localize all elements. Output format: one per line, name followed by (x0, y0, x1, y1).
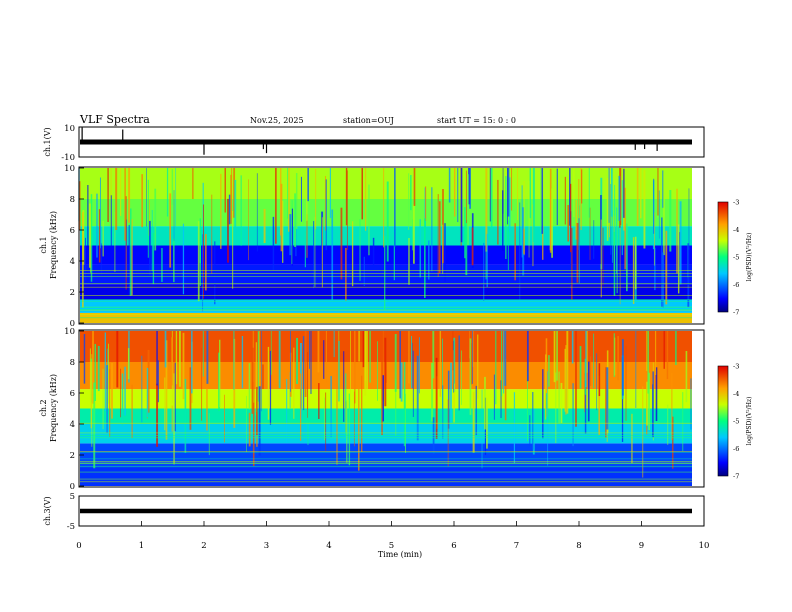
ch1-yticks: 0 2 4 6 8 10 (64, 164, 84, 329)
ch1-waveform-ylabel: ch.1(V) (43, 127, 52, 156)
ch2-ytick-label: 4 (70, 420, 75, 430)
ch2-colorbar-ticks: -3 -4 -5 -6 -7 (733, 363, 739, 481)
ch2-colorbar-gradient (717, 365, 729, 477)
time-axis-tick-label: 10 (699, 541, 710, 551)
header-station: station=OUJ (343, 116, 394, 125)
ch2-ytick-label: 2 (70, 451, 75, 461)
ch2-ytick-label: 0 (70, 482, 75, 492)
time-axis-tick-label: 7 (514, 541, 519, 551)
ch2-colorbar-tick-label: -3 (733, 363, 739, 371)
ch2-band (80, 466, 692, 486)
ch1-colorbar-gradient (717, 201, 729, 313)
ch1-colorbar-tick-label: -7 (733, 309, 739, 317)
ch1-colorbar-tick-label: -4 (733, 226, 739, 234)
ch2-spectrogram-ylabel-frequency: Frequency (kHz) (49, 374, 58, 442)
ch3-waveform-ylabel: ch.3(V) (43, 496, 52, 525)
ch1-ytick-bottom: -10 (61, 153, 75, 163)
ch2-spectrogram-ylabel-channel: ch.2 (39, 399, 48, 416)
header-date: Nov.25, 2025 (250, 116, 304, 125)
ch3-ytick-bottom: -5 (67, 522, 75, 532)
ch2-band (80, 408, 692, 424)
figure-title: VLF Spectra (79, 113, 150, 126)
time-axis-tick-label: 5 (389, 541, 394, 551)
ch1-colorbar-tick-label: -6 (733, 281, 739, 289)
ch2-yticks: 0 2 4 6 8 10 (64, 327, 84, 492)
ch3-ytick-top: 5 (70, 492, 75, 502)
ch2-time-streaks (80, 331, 692, 483)
ch1-colorbar-label: log(PSD)(V²/Hz) (746, 233, 753, 282)
ch1-ytick-label: 4 (70, 257, 75, 267)
ch2-ytick-label: 6 (70, 389, 75, 399)
ch1-ytick-top: 10 (64, 124, 75, 134)
ch3-waveform-panel: 5 -5 ch.3(V) (43, 492, 705, 532)
ch1-colorbar-tick-label: -5 (733, 254, 739, 262)
ch1-ytick-label: 10 (64, 164, 75, 174)
ch1-waveform-panel: 10 -10 ch.1(V) (43, 124, 705, 163)
ch2-colorbar-tick-label: -6 (733, 445, 739, 453)
ch1-band (80, 168, 692, 199)
ch1-colorbar-tick-label: -3 (733, 199, 739, 207)
ch2-colorbar-tick-label: -4 (733, 390, 739, 398)
time-axis-tick-label: 1 (139, 541, 144, 551)
ch1-spectrogram-ylabel-frequency: Frequency (kHz) (49, 211, 58, 279)
ch1-ytick-label: 0 (70, 319, 75, 329)
ch1-ytick-label: 2 (70, 288, 75, 298)
time-axis-tick-label: 2 (201, 541, 206, 551)
time-axis-tick-label: 9 (639, 541, 644, 551)
ch1-spectrogram-frame (78, 166, 705, 325)
ch2-band (80, 443, 692, 467)
time-axis-tick-label: 8 (576, 541, 581, 551)
time-axis-tick-label: 0 (76, 541, 81, 551)
ch2-colorbar-tick-label: -5 (733, 418, 739, 426)
time-axis-tick-label: 6 (451, 541, 456, 551)
ch1-waveform-frame (78, 126, 705, 158)
ch2-spectrogram-panel: 0 2 4 6 8 10 ch.2 Frequency (kHz) (39, 327, 705, 492)
ch1-band (80, 264, 692, 285)
ch2-colorbar-label: log(PSD)(V²/Hz) (746, 397, 753, 446)
header-start-time: start UT = 15: 0 : 0 (437, 116, 516, 125)
ch1-colorbar-ticks: -3 -4 -5 -6 -7 (733, 199, 739, 317)
time-axis-label: Time (min) (378, 550, 422, 559)
ch1-ytick-label: 6 (70, 226, 75, 236)
ch1-band (80, 284, 692, 300)
ch2-colorbar: -3 -4 -5 -6 -7 log(PSD)(V²/Hz) (717, 363, 753, 481)
time-axis: 0 1 2 3 4 5 6 7 8 9 10 (76, 521, 709, 551)
ch2-spectrogram-frame (78, 329, 705, 488)
ch2-ytick-label: 10 (64, 327, 75, 337)
ch1-ytick-label: 8 (70, 195, 75, 205)
ch1-spectrogram-ylabel-channel: ch.1 (39, 236, 48, 253)
ch1-spectrogram-panel: 0 2 4 6 8 10 ch.1 Frequency (kHz) (39, 164, 705, 329)
ch2-band (80, 424, 692, 444)
ch1-spikes (81, 127, 658, 155)
time-axis-tick-label: 4 (326, 541, 331, 551)
ch1-band (80, 299, 692, 313)
ch1-time-streaks (78, 168, 692, 319)
ch1-colorbar: -3 -4 -5 -6 -7 log(PSD)(V²/Hz) (717, 199, 753, 317)
ch2-colorbar-tick-label: -7 (733, 473, 739, 481)
time-axis-tick-label: 3 (264, 541, 269, 551)
ch2-ytick-label: 8 (70, 358, 75, 368)
